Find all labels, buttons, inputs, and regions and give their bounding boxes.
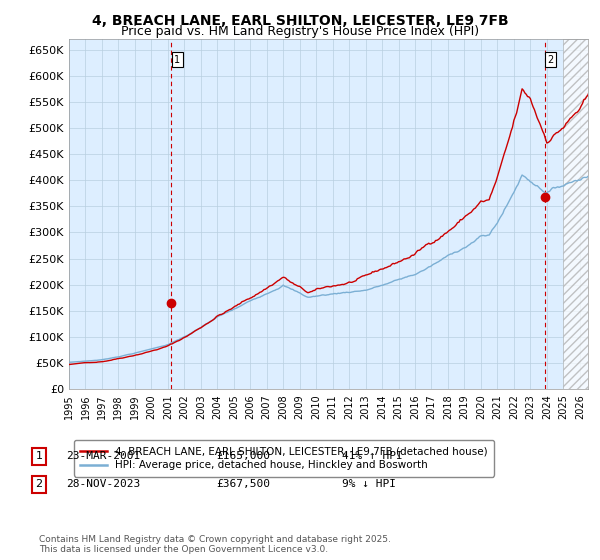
Text: Price paid vs. HM Land Registry's House Price Index (HPI): Price paid vs. HM Land Registry's House … [121, 25, 479, 38]
Bar [563, 39, 588, 389]
Text: £367,500: £367,500 [216, 479, 270, 489]
Text: 4, BREACH LANE, EARL SHILTON, LEICESTER, LE9 7FB: 4, BREACH LANE, EARL SHILTON, LEICESTER,… [92, 14, 508, 28]
Text: 28-NOV-2023: 28-NOV-2023 [66, 479, 140, 489]
Text: 23-MAR-2001: 23-MAR-2001 [66, 451, 140, 461]
Text: 2: 2 [35, 479, 43, 489]
Text: 9% ↓ HPI: 9% ↓ HPI [342, 479, 396, 489]
Text: 1: 1 [35, 451, 43, 461]
Text: Contains HM Land Registry data © Crown copyright and database right 2025.
This d: Contains HM Land Registry data © Crown c… [39, 535, 391, 554]
Text: £165,000: £165,000 [216, 451, 270, 461]
Text: 2: 2 [548, 55, 554, 65]
Legend: 4, BREACH LANE, EARL SHILTON, LEICESTER, LE9 7FB (detached house), HPI: Average : 4, BREACH LANE, EARL SHILTON, LEICESTER,… [74, 440, 494, 477]
Text: 1: 1 [174, 55, 180, 65]
Text: 41% ↑ HPI: 41% ↑ HPI [342, 451, 403, 461]
